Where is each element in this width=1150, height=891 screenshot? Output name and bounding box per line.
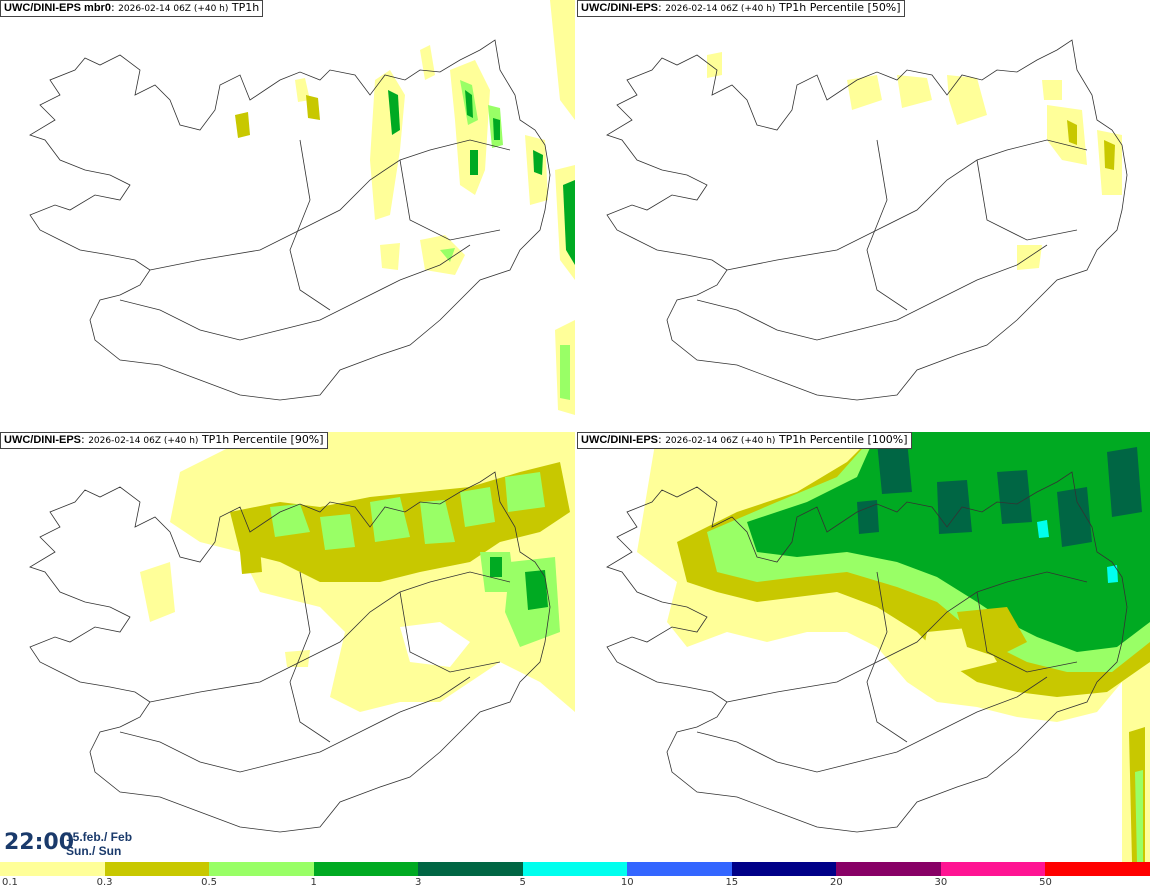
legend-swatch	[940, 862, 1047, 876]
legend-label: 5	[519, 877, 526, 888]
legend-swatch	[418, 862, 524, 876]
title-separator: :	[658, 1, 666, 14]
legend-label: 10	[620, 877, 634, 888]
run-time: 2026-02-14 06Z (+40 h)	[665, 4, 776, 14]
title-separator: :	[81, 433, 89, 446]
legend-label: 0.3	[96, 877, 113, 888]
legend-label: 1	[310, 877, 317, 888]
legend-swatch	[0, 862, 106, 876]
legend-swatch	[836, 862, 942, 876]
valid-date: 15.feb./ Feb Sun./ Sun	[66, 830, 132, 858]
model-label: UWC/DINI-EPS	[581, 2, 658, 14]
model-label: UWC/DINI-EPS mbr0	[4, 2, 111, 14]
panel-title-1: UWC/DINI-EPS mbr0: 2026-02-14 06Z (+40 h…	[0, 0, 264, 17]
run-time: 2026-02-14 06Z (+40 h)	[88, 436, 199, 446]
legend-label: 0.1	[2, 877, 18, 888]
field-name: TP1h Percentile [100%]	[778, 433, 908, 446]
legend-swatch	[627, 862, 733, 876]
legend-swatch	[313, 862, 420, 876]
legend-label: 3	[414, 877, 422, 888]
panel-title-2: UWC/DINI-EPS: 2026-02-14 06Z (+40 h) TP1…	[577, 0, 905, 17]
field-name: TP1h Percentile [50%]	[778, 1, 901, 14]
map-panel-p100: UWC/DINI-EPS: 2026-02-14 06Z (+40 h) TP1…	[577, 432, 1150, 862]
map-panel-p50: UWC/DINI-EPS: 2026-02-14 06Z (+40 h) TP1…	[577, 0, 1150, 430]
legend-label: 50	[1039, 877, 1052, 888]
precip-map-4	[606, 432, 1150, 862]
legend-swatch	[209, 862, 315, 876]
map-panel-mbr0: UWC/DINI-EPS mbr0: 2026-02-14 06Z (+40 h…	[0, 0, 575, 430]
title-separator: :	[110, 1, 119, 14]
field-name: TP1h Percentile [90%]	[201, 433, 324, 446]
precip-shading	[235, 0, 575, 415]
iceland-outline	[29, 471, 551, 833]
model-label: UWC/DINI-EPS	[4, 434, 81, 446]
iceland-outline	[606, 471, 1128, 833]
legend-label: 30	[934, 877, 948, 888]
legend-label: 0.5	[201, 877, 218, 888]
panel-title-4: UWC/DINI-EPS: 2026-02-14 06Z (+40 h) TP1…	[577, 432, 912, 449]
precip-shading	[707, 52, 1122, 270]
legend-swatch	[1045, 862, 1150, 876]
precip-map-1	[29, 0, 575, 415]
panel-divider	[575, 0, 577, 862]
iceland-outline	[29, 39, 551, 401]
valid-date-line1: 15.feb./ Feb	[66, 830, 133, 844]
precip-map-3	[29, 432, 575, 833]
legend-label: 20	[829, 877, 843, 888]
iceland-outline	[606, 39, 1128, 401]
valid-time: 22:00	[4, 830, 75, 855]
legend-swatch	[522, 862, 629, 876]
model-label: UWC/DINI-EPS	[581, 434, 658, 446]
valid-date-line2: Sun./ Sun	[66, 844, 122, 858]
run-time: 2026-02-14 06Z (+40 h)	[118, 4, 229, 14]
legend-swatch	[104, 862, 211, 876]
legend-swatch	[731, 862, 838, 876]
panel-title-3: UWC/DINI-EPS: 2026-02-14 06Z (+40 h) TP1…	[0, 432, 328, 449]
map-panel-p90: UWC/DINI-EPS: 2026-02-14 06Z (+40 h) TP1…	[0, 432, 575, 862]
precip-shading	[637, 432, 1150, 862]
precip-map-2	[606, 39, 1128, 401]
title-separator: :	[658, 433, 666, 446]
precip-shading	[140, 432, 575, 712]
color-legend: 0.1 0.3 0.5 1 3 5 10 15 20 30 50	[0, 862, 1150, 891]
field-name: TP1h	[231, 1, 260, 14]
legend-label: 15	[725, 877, 739, 888]
valid-time-box: 22:00 15.feb./ Feb Sun./ Sun	[0, 826, 140, 862]
run-time: 2026-02-14 06Z (+40 h)	[665, 436, 776, 446]
